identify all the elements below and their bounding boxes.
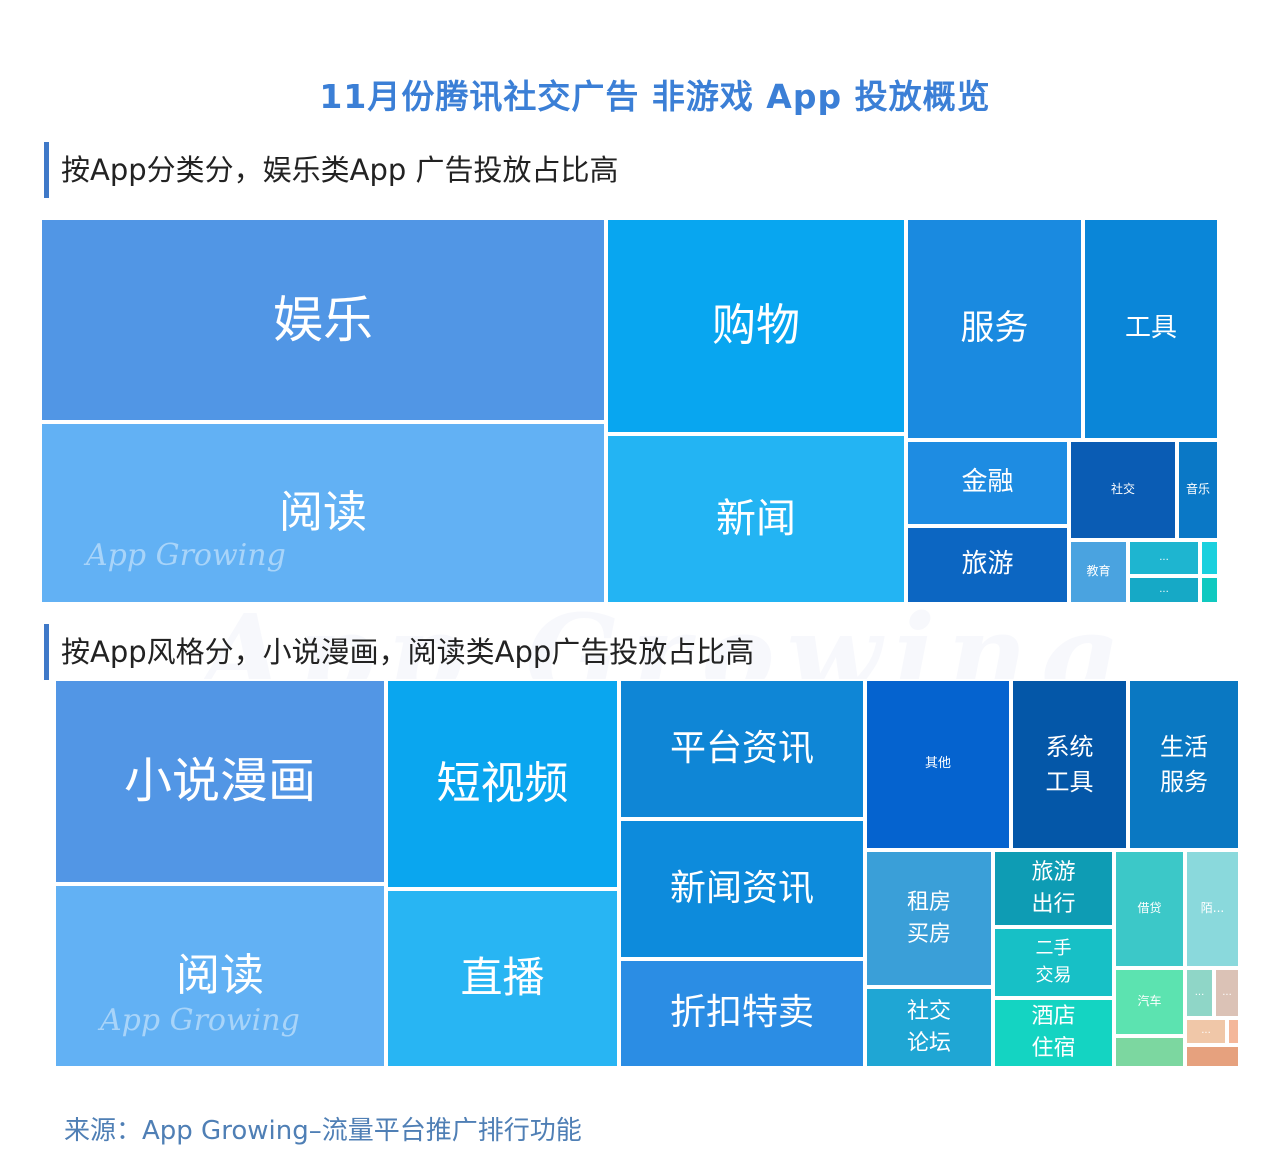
treemap-cell: 旅游 (906, 526, 1069, 604)
treemap-cell-label: ... (1201, 1025, 1211, 1037)
treemap-cell: 折扣特卖 (619, 959, 865, 1068)
treemap-cell-label: 租房 买房 (906, 889, 951, 947)
treemap-cell-label: ... (1222, 986, 1232, 998)
treemap-cell-label: 系统 工具 (1045, 732, 1094, 796)
treemap-cell-label: 酒店 住宿 (1031, 1004, 1076, 1061)
treemap-cell-label: 新闻 (716, 496, 796, 542)
treemap-cell-label: ... (1159, 551, 1169, 563)
treemap-cell: 新闻资讯 (619, 819, 865, 959)
treemap-cell: 二手 交易 (993, 927, 1114, 998)
treemap-cell: 直播 (386, 889, 619, 1068)
chart1-subtitle: 按App分类分，娱乐类App 广告投放占比高 (44, 142, 619, 198)
treemap-cell: 陌... (1185, 850, 1240, 968)
treemap-cell-label: 其他 (924, 756, 951, 772)
treemap-cell-label: ... (1159, 583, 1169, 595)
treemap-cell: 旅游 出行 (993, 850, 1114, 927)
treemap-cell (1200, 540, 1219, 576)
treemap-cell: 其他 (865, 679, 1011, 850)
treemap-cell: 汽车 (1114, 968, 1185, 1036)
treemap-cell-label: 旅游 出行 (1031, 859, 1076, 917)
treemap-cell-label: 阅读 (176, 950, 264, 1002)
chart2-subtitle: 按App风格分，小说漫画，阅读类App广告投放占比高 (44, 624, 754, 680)
treemap-cell-label: 工具 (1124, 313, 1177, 344)
treemap-cell-label: 服务 (960, 308, 1029, 349)
treemap-cell-label: 社交 (1110, 482, 1135, 497)
treemap-cell: 购物 (606, 218, 906, 434)
treemap-cell-label: 小说漫画 (123, 752, 316, 809)
treemap-cell-label: 短视频 (436, 758, 569, 810)
treemap-cell (1114, 1036, 1185, 1068)
treemap-cell: 阅读 (54, 884, 386, 1068)
treemap-cell: 教育 (1069, 540, 1128, 604)
treemap-cell-label: ... (1194, 986, 1205, 998)
treemap-cell: 系统 工具 (1011, 679, 1128, 850)
treemap-cell: 社交 (1069, 440, 1177, 540)
treemap-cell-label: 直播 (460, 953, 545, 1003)
treemap-cell (1227, 1018, 1240, 1045)
treemap-cell: ... (1185, 1018, 1227, 1045)
treemap-cell: ... (1128, 540, 1200, 576)
treemap-cell: 租房 买房 (865, 850, 993, 987)
treemap-cell: 生活 服务 (1128, 679, 1240, 850)
treemap-cell: 短视频 (386, 679, 619, 889)
treemap-cell-label: 金融 (961, 467, 1014, 498)
treemap-cell: 借贷 (1114, 850, 1185, 968)
treemap-cell: 小说漫画 (54, 679, 386, 884)
treemap-cell: 音乐 (1177, 440, 1219, 540)
treemap-cell: ... (1128, 576, 1200, 604)
treemap-cell-label: 借贷 (1137, 901, 1162, 916)
treemap-cell-label: 阅读 (279, 487, 367, 539)
treemap-cell-label: 汽车 (1137, 994, 1162, 1009)
style-treemap: ......... 汽车 陌... 借贷酒店 住宿 二手 交易 旅游 出行社交 论坛 租房 … (54, 679, 1240, 1068)
treemap-cell: 酒店 住宿 (993, 998, 1114, 1068)
treemap-cell-label: 教育 (1086, 564, 1111, 579)
treemap-cell-label: 购物 (712, 300, 800, 352)
treemap-cell (1185, 1045, 1240, 1068)
treemap-cell-label: 音乐 (1185, 482, 1210, 497)
treemap-cell: 阅读 (40, 422, 606, 604)
treemap-cell-label: 社交 论坛 (906, 998, 951, 1056)
category-treemap: ...... 教育 旅游 音乐 社交 金融 工具 服务 新闻 购物 阅读 娱乐 App Growing (40, 218, 1220, 604)
treemap-cell: 社交 论坛 (865, 987, 993, 1068)
treemap-cell-label: 旅游 (961, 549, 1014, 580)
treemap-cell: 服务 (906, 218, 1083, 440)
treemap-cell-label: 陌... (1200, 901, 1225, 916)
treemap-cell: 娱乐 (40, 218, 606, 422)
treemap-cell-label: 新闻资讯 (669, 867, 814, 909)
source-note: 来源：App Growing–流量平台推广排行功能 (64, 1116, 582, 1146)
treemap-cell: 新闻 (606, 434, 906, 604)
treemap-cell-label: 二手 交易 (1035, 938, 1072, 986)
treemap-cell: 工具 (1083, 218, 1219, 440)
treemap-cell-label: 折扣特卖 (669, 992, 814, 1034)
treemap-cell-label: 娱乐 (273, 290, 373, 349)
treemap-cell: 金融 (906, 440, 1069, 526)
page-title: 11月份腾讯社交广告 非游戏 App 投放概览 (319, 77, 991, 116)
treemap-cell-label: 平台资讯 (669, 727, 814, 769)
treemap-cell-label: 生活 服务 (1160, 732, 1208, 796)
treemap-cell: 平台资讯 (619, 679, 865, 819)
treemap-cell: ... (1185, 968, 1214, 1018)
treemap-cell: ... (1214, 968, 1240, 1018)
treemap-cell (1200, 576, 1219, 604)
